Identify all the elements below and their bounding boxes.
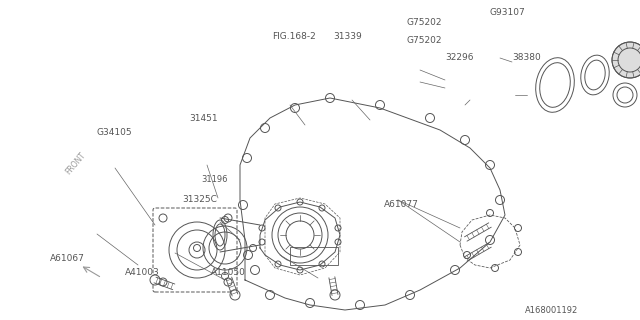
Text: G75202: G75202 [406, 36, 442, 44]
Text: G75202: G75202 [406, 18, 442, 27]
Circle shape [330, 290, 340, 300]
Text: 31325C: 31325C [182, 196, 217, 204]
Bar [290, 247, 338, 265]
Circle shape [230, 290, 240, 300]
Text: A61067: A61067 [50, 254, 84, 263]
Text: 32296: 32296 [445, 53, 474, 62]
Text: A61077: A61077 [384, 200, 419, 209]
Text: 31451: 31451 [189, 114, 218, 123]
Circle shape [612, 42, 640, 78]
Text: G34105: G34105 [96, 128, 132, 137]
Text: 31339: 31339 [333, 32, 362, 41]
Text: A41003: A41003 [125, 268, 159, 277]
Text: A11050: A11050 [211, 268, 246, 277]
Text: A168001192: A168001192 [525, 306, 578, 315]
Text: FRONT: FRONT [64, 150, 88, 176]
Text: 38380: 38380 [512, 53, 541, 62]
Text: 31196: 31196 [202, 175, 228, 184]
Circle shape [150, 275, 160, 285]
Text: FIG.168-2: FIG.168-2 [272, 32, 316, 41]
Text: G93107: G93107 [490, 8, 525, 17]
